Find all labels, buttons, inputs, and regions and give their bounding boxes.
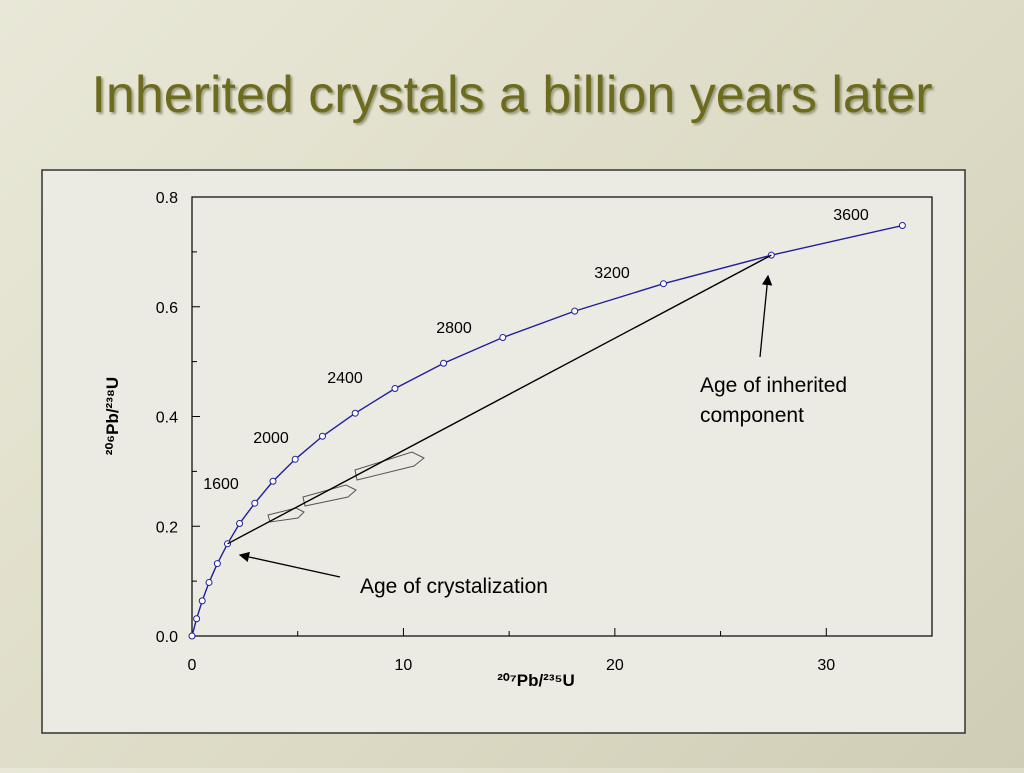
point <box>659 280 667 288</box>
x-axis-label: ²⁰⁷Pb/²³⁵U <box>497 671 575 690</box>
age-label: 1600 <box>203 476 239 493</box>
y-tick-label: 0.6 <box>156 300 178 317</box>
age-label: 2800 <box>436 320 472 337</box>
y-tick-label: 0.8 <box>156 190 178 207</box>
slide-title: Inherited crystals a billion years later <box>91 66 932 124</box>
y-tick-label: 0.2 <box>156 519 178 536</box>
annotation: component <box>700 404 804 427</box>
y-tick-label: 0.0 <box>156 629 178 646</box>
x-tick-label: 30 <box>817 657 835 674</box>
x-tick-label: 10 <box>395 657 413 674</box>
point <box>767 251 775 259</box>
point <box>351 409 359 417</box>
age-label: 2000 <box>253 430 289 447</box>
point <box>571 307 579 315</box>
x-tick-label: 0 <box>188 657 197 674</box>
annotation: Age of inherited <box>700 374 847 397</box>
point <box>251 499 259 507</box>
point <box>499 333 507 341</box>
point <box>198 597 206 605</box>
point <box>205 578 213 586</box>
y-axis-label: ²⁰⁶Pb/²³⁸U <box>103 377 122 455</box>
arrow <box>238 551 341 578</box>
age-label: 3600 <box>833 207 869 224</box>
point <box>193 615 201 623</box>
age-label: 3200 <box>594 265 630 282</box>
point <box>391 385 399 393</box>
y-tick-label: 0.4 <box>156 410 178 427</box>
point <box>236 520 244 528</box>
point <box>440 359 448 367</box>
arrow <box>759 274 773 358</box>
point <box>318 432 326 440</box>
point <box>291 455 299 463</box>
point <box>898 222 906 230</box>
annotation: Age of crystalization <box>360 575 548 598</box>
point <box>213 560 221 568</box>
series-line <box>227 254 772 545</box>
chart-frame <box>41 169 966 734</box>
age-label: 2400 <box>327 370 363 387</box>
point <box>269 477 277 485</box>
x-tick-label: 20 <box>606 657 624 674</box>
point <box>188 632 196 640</box>
